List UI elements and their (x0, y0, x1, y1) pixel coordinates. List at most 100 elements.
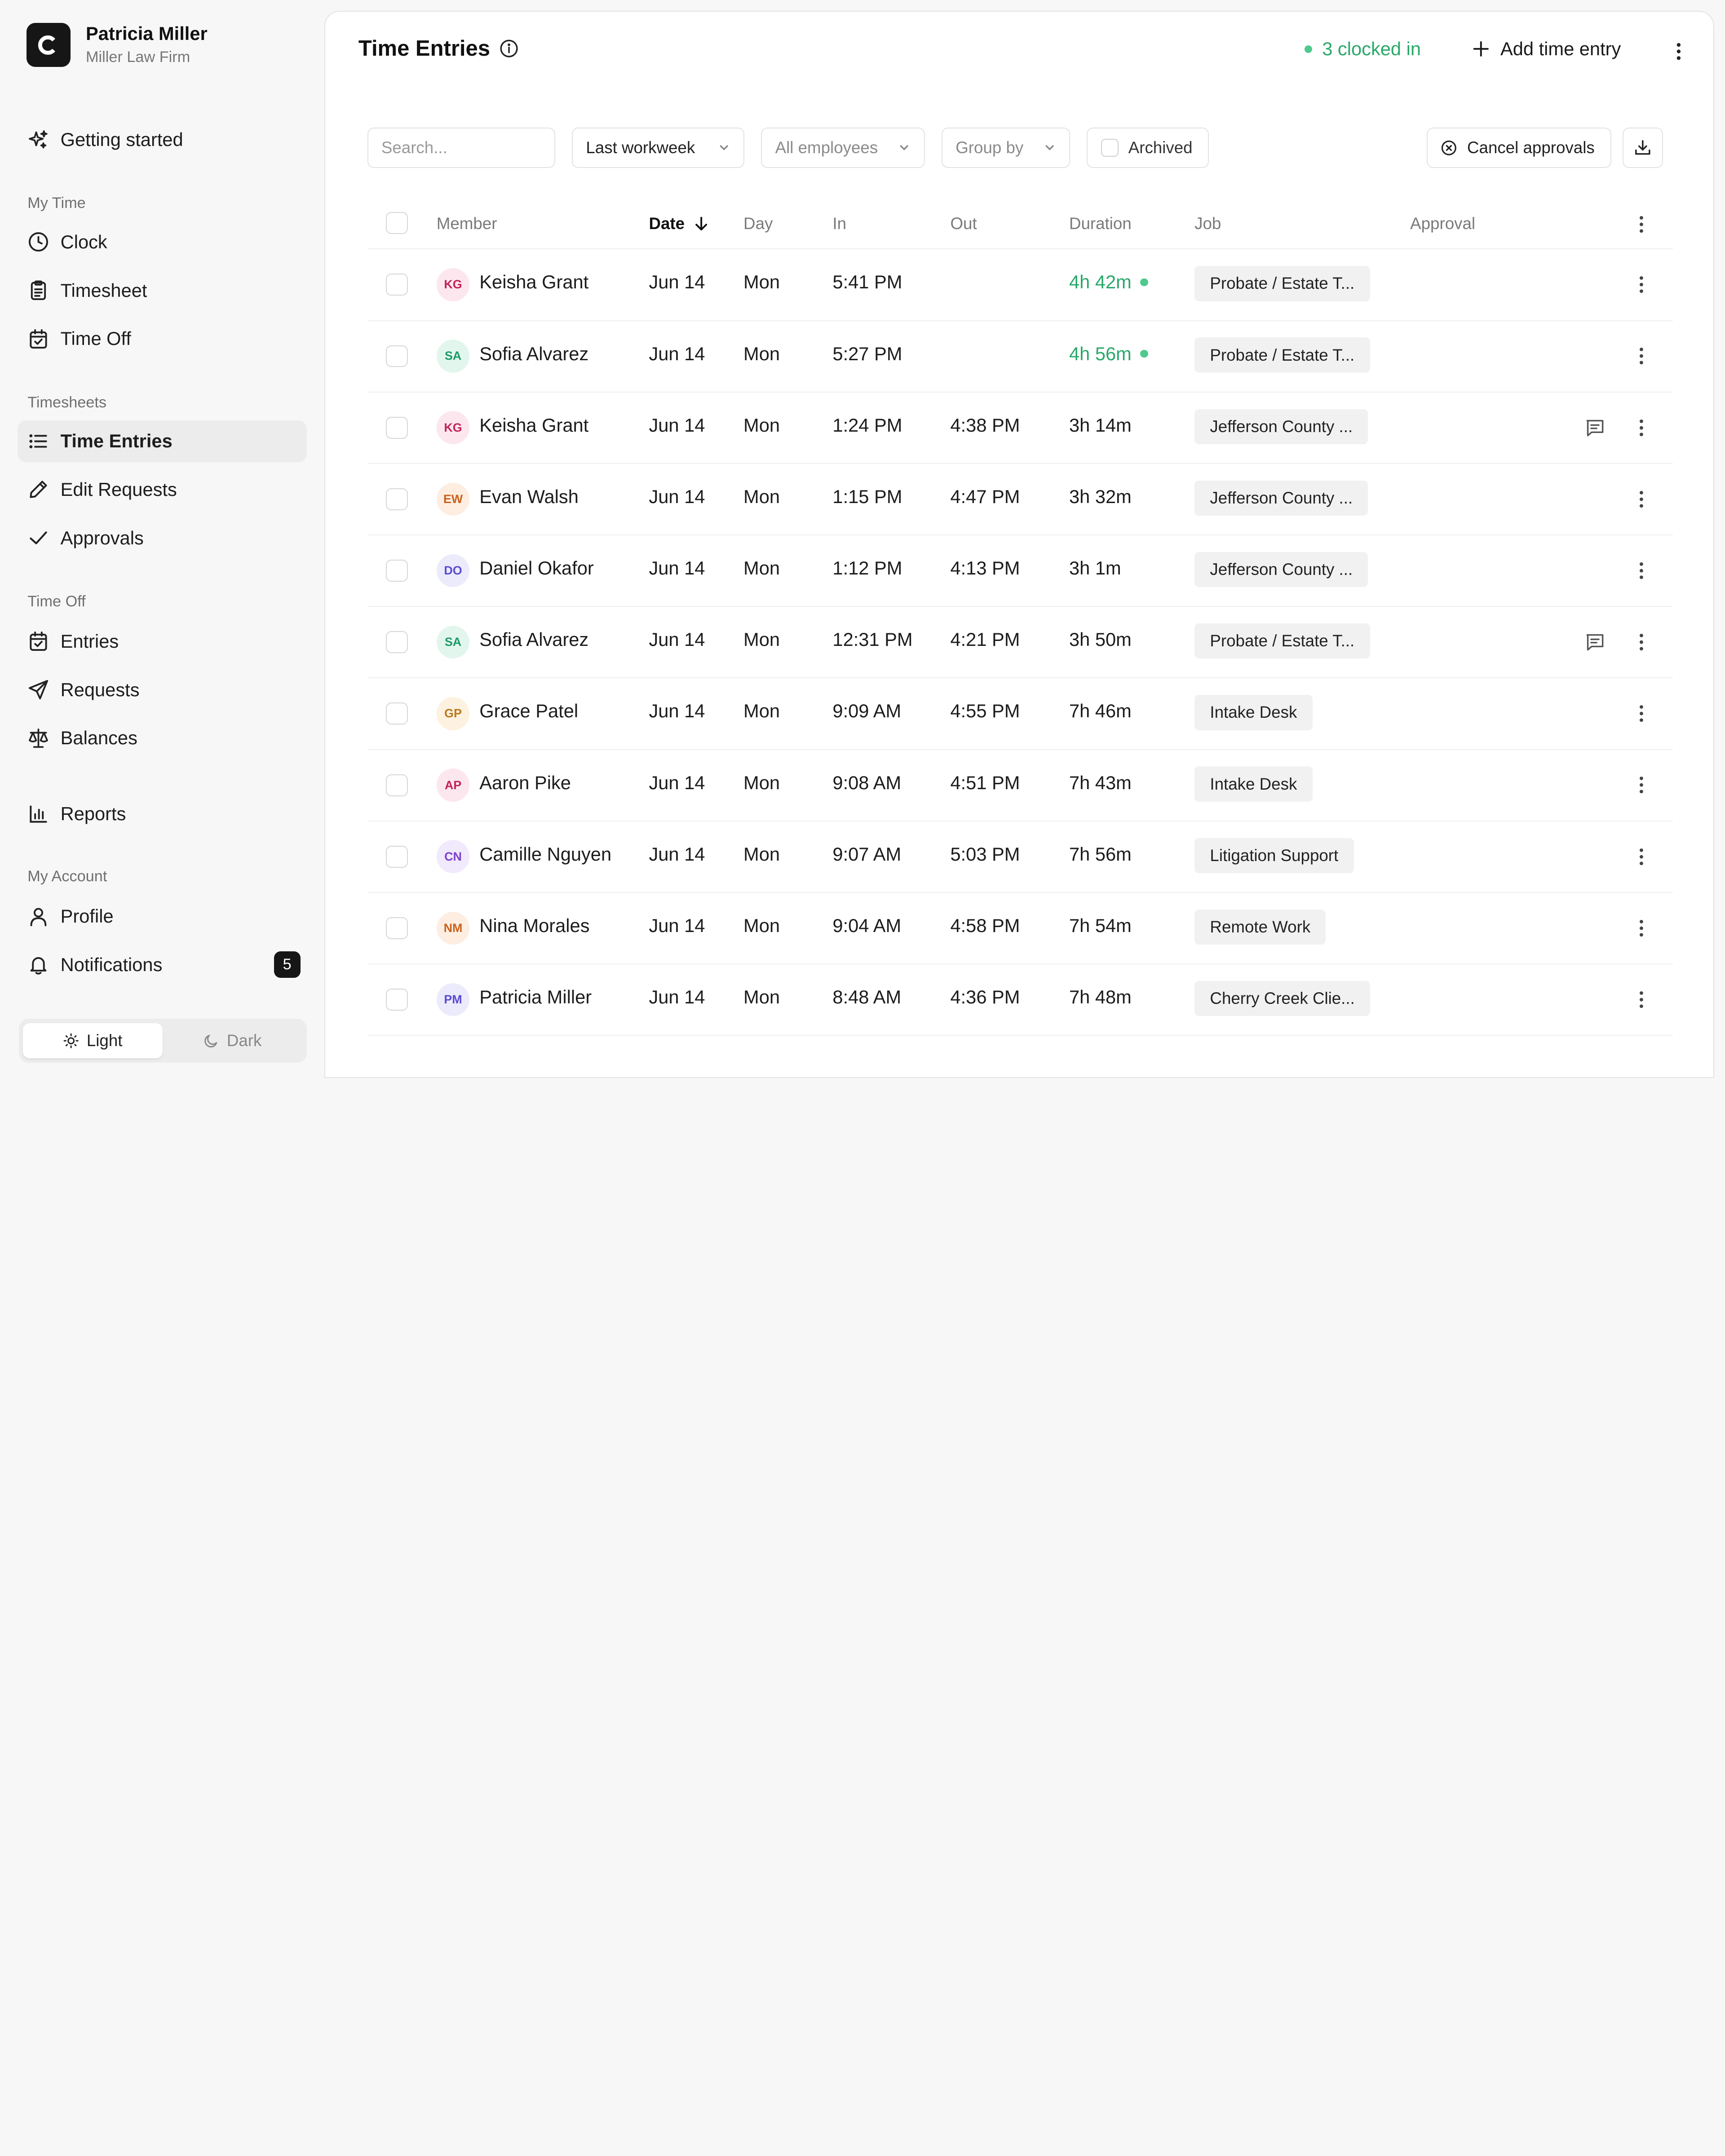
job-tag[interactable]: Probate / Estate T... (1194, 266, 1370, 301)
table-row[interactable]: AP Aaron Pike Jun 14 Mon 9:08 AM 4:51 PM 7h 43… (367, 750, 1673, 822)
employees-filter-dropdown[interactable]: All employees (761, 127, 925, 168)
job-tag[interactable]: Jefferson County ... (1194, 409, 1368, 444)
more-vertical-icon (1639, 919, 1643, 937)
member-name: Evan Walsh (479, 486, 579, 507)
more-vertical-icon (1639, 419, 1643, 436)
row-more-button[interactable] (1630, 700, 1652, 727)
row-more-button[interactable] (1630, 629, 1652, 655)
row-checkbox[interactable] (386, 416, 408, 439)
column-header-member[interactable]: Member (436, 214, 497, 233)
sidebar-item-time-off[interactable]: Time Off (18, 318, 307, 360)
table-row[interactable]: CN Camille Nguyen Jun 14 Mon 9:07 AM 5:03 PM 7… (367, 822, 1673, 893)
row-checkbox[interactable] (386, 345, 408, 367)
column-header-approval[interactable]: Approval (1410, 214, 1476, 233)
period-filter-dropdown[interactable]: Last workweek (572, 127, 745, 168)
entry-date: Jun 14 (649, 486, 705, 507)
columns-menu-button[interactable] (1630, 211, 1652, 238)
theme-light-button[interactable]: Light (23, 1023, 163, 1058)
sidebar-item-profile[interactable]: Profile (18, 895, 307, 937)
select-all-checkbox[interactable] (386, 212, 408, 234)
table-row[interactable]: DO Daniel Okafor Jun 14 Mon 1:12 PM 4:13 PM 3h… (367, 535, 1673, 607)
clipboard-icon (27, 279, 49, 301)
avatar: DO (436, 554, 470, 588)
entry-date: Jun 14 (649, 343, 705, 364)
duration-text: 7h 46m (1069, 700, 1132, 722)
row-checkbox[interactable] (386, 774, 408, 796)
more-vertical-icon (1639, 276, 1643, 293)
table-row[interactable]: EW Evan Walsh Jun 14 Mon 1:15 PM 4:47 PM 3h 32… (367, 464, 1673, 536)
row-more-button[interactable] (1630, 557, 1652, 584)
row-checkbox[interactable] (386, 274, 408, 296)
scale-icon (27, 727, 49, 749)
job-tag[interactable]: Remote Work (1194, 909, 1326, 945)
page-more-menu-button[interactable] (1668, 38, 1690, 65)
download-button[interactable] (1622, 127, 1663, 168)
row-more-button[interactable] (1630, 271, 1652, 298)
group-by-value: Group by (955, 138, 1024, 157)
sidebar-item-clock[interactable]: Clock (18, 221, 307, 263)
job-tag[interactable]: Cherry Creek Clie... (1194, 981, 1371, 1016)
table-row[interactable]: KG Keisha Grant Jun 14 Mon 5:41 PM 4h 42m Prob… (367, 249, 1673, 321)
table-row[interactable]: SA Sofia Alvarez Jun 14 Mon 12:31 PM 4:21 PM 3… (367, 607, 1673, 679)
job-tag[interactable]: Litigation Support (1194, 838, 1354, 873)
clocked-in-indicator[interactable]: 3 clocked in (1305, 38, 1421, 60)
sidebar-item-timesheet[interactable]: Timesheet (18, 270, 307, 311)
sidebar-item-approvals[interactable]: Approvals (18, 517, 307, 559)
table-row[interactable]: PM Patricia Miller Jun 14 Mon 8:48 AM 4:36 PM… (367, 964, 1673, 1036)
account-switcher[interactable]: Patricia Miller Miller Law Firm (26, 23, 208, 67)
row-checkbox[interactable] (386, 560, 408, 582)
job-tag[interactable]: Jefferson County ... (1194, 552, 1368, 588)
sidebar-item-balances[interactable]: Balances (18, 717, 307, 759)
row-checkbox[interactable] (386, 845, 408, 868)
job-tag[interactable]: Probate / Estate T... (1194, 337, 1370, 373)
job-tag[interactable]: Probate / Estate T... (1194, 623, 1370, 659)
column-header-job[interactable]: Job (1194, 214, 1221, 233)
job-tag[interactable]: Intake Desk (1194, 766, 1313, 802)
sidebar-item-requests[interactable]: Requests (18, 669, 307, 711)
comment-icon[interactable] (1584, 631, 1606, 653)
column-header-day[interactable]: Day (743, 214, 773, 233)
column-header-duration[interactable]: Duration (1069, 214, 1132, 233)
add-time-entry-button[interactable]: Add time entry (1472, 38, 1621, 60)
row-more-button[interactable] (1630, 915, 1652, 941)
sidebar-item-edit-requests[interactable]: Edit Requests (18, 468, 307, 510)
search-input[interactable] (381, 138, 541, 157)
table-row[interactable]: SA Sofia Alvarez Jun 14 Mon 5:27 PM 4h 56m Pro… (367, 321, 1673, 393)
column-header-in[interactable]: In (832, 214, 847, 233)
archived-toggle[interactable]: Archived (1087, 127, 1209, 168)
row-more-button[interactable] (1630, 986, 1652, 1013)
clock-out-time: 4:38 PM (950, 414, 1020, 436)
job-tag[interactable]: Intake Desk (1194, 695, 1313, 730)
row-more-button[interactable] (1630, 343, 1652, 370)
sidebar-item-entries[interactable]: Entries (18, 620, 307, 662)
sidebar-item-notifications[interactable]: Notifications 5 (18, 944, 307, 985)
sidebar-item-time-entries[interactable]: Time Entries (18, 420, 307, 462)
member-name: Sofia Alvarez (479, 629, 589, 650)
chevron-down-icon (900, 145, 909, 151)
row-checkbox[interactable] (386, 989, 408, 1011)
column-header-out[interactable]: Out (950, 214, 977, 233)
archived-checkbox[interactable] (1101, 139, 1119, 157)
info-icon[interactable] (499, 39, 519, 58)
row-checkbox[interactable] (386, 488, 408, 510)
column-header-date[interactable]: Date (649, 214, 708, 233)
row-checkbox[interactable] (386, 631, 408, 654)
table-row[interactable]: KG Keisha Grant Jun 14 Mon 1:24 PM 4:38 PM 3h … (367, 393, 1673, 464)
row-more-button[interactable] (1630, 772, 1652, 799)
cancel-approvals-button[interactable]: Cancel approvals (1426, 127, 1612, 168)
row-checkbox[interactable] (386, 702, 408, 725)
group-by-dropdown[interactable]: Group by (941, 127, 1070, 168)
table-row[interactable]: GP Grace Patel Jun 14 Mon 9:09 AM 4:55 PM 7h 4… (367, 678, 1673, 750)
duration-text: 4h 42m (1069, 271, 1132, 293)
job-tag[interactable]: Jefferson County ... (1194, 480, 1368, 516)
row-checkbox[interactable] (386, 917, 408, 939)
row-more-button[interactable] (1630, 486, 1652, 512)
table-row[interactable]: NM Nina Morales Jun 14 Mon 9:04 AM 4:58 PM 7h … (367, 893, 1673, 965)
theme-dark-button[interactable]: Dark (163, 1023, 302, 1058)
entry-date: Jun 14 (649, 700, 705, 722)
row-more-button[interactable] (1630, 415, 1652, 441)
comment-icon[interactable] (1584, 417, 1606, 439)
row-more-button[interactable] (1630, 844, 1652, 870)
sidebar-item-getting-started[interactable]: Getting started (18, 119, 307, 160)
sidebar-item-reports[interactable]: Reports (18, 793, 307, 835)
